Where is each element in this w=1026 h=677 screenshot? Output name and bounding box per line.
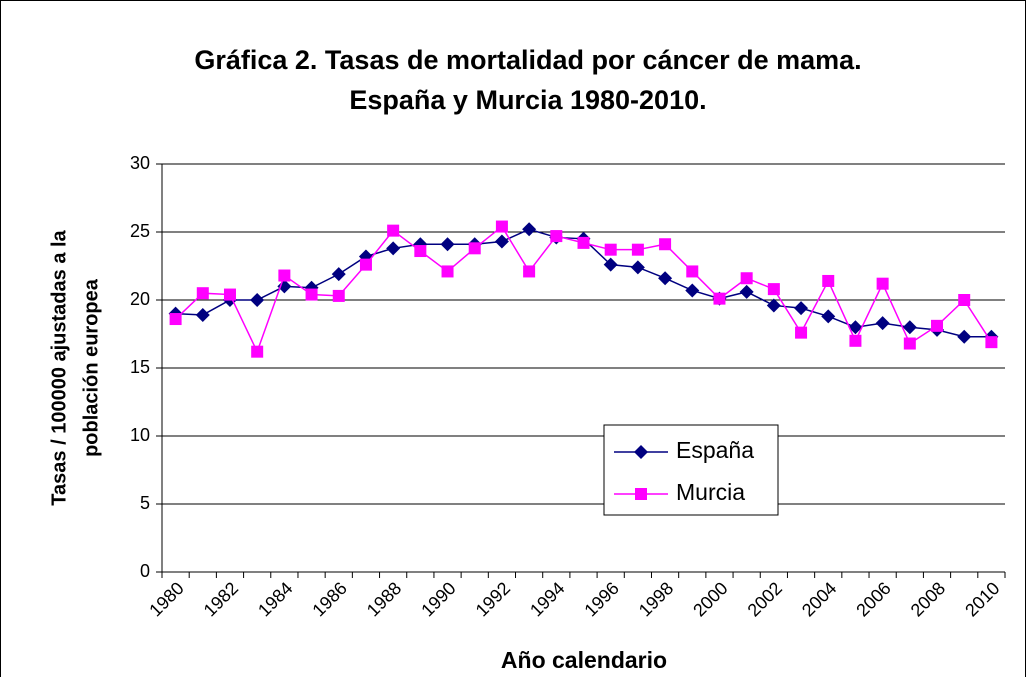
data-point [494, 234, 509, 249]
y-tick-label: 20 [130, 289, 150, 309]
data-point [495, 220, 508, 233]
data-point [957, 329, 972, 344]
data-point [985, 336, 998, 349]
data-point [441, 265, 454, 278]
data-point [849, 334, 862, 347]
data-point [794, 301, 809, 316]
data-point [766, 298, 781, 313]
data-point [631, 243, 644, 256]
data-point [332, 289, 345, 302]
data-point [251, 345, 264, 358]
data-point [740, 272, 753, 285]
data-point [359, 258, 372, 271]
legend: España Murcia [603, 424, 779, 516]
data-point [386, 241, 401, 256]
y-tick-label: 15 [130, 357, 150, 377]
data-point [958, 294, 971, 306]
data-point [305, 288, 318, 301]
data-point [931, 319, 944, 332]
data-point [250, 293, 265, 307]
y-tick-label: 30 [130, 153, 150, 173]
data-point [848, 320, 863, 335]
data-point [821, 309, 836, 324]
data-point [331, 267, 346, 282]
y-axis-label: población europea [80, 278, 102, 457]
data-point [604, 243, 617, 256]
data-point [522, 222, 537, 237]
data-point [414, 245, 427, 258]
data-point [658, 271, 673, 286]
chart-title: Gráfica 2. Tasas de mortalidad por cánce… [194, 45, 861, 75]
y-tick-label: 0 [140, 561, 150, 581]
x-axis-label: Año calendario [501, 647, 667, 673]
legend-label: Murcia [676, 479, 745, 505]
data-point [659, 238, 672, 251]
y-tick-label: 25 [130, 221, 150, 241]
data-point [903, 337, 916, 350]
data-point [277, 279, 292, 294]
data-point [468, 242, 481, 255]
y-tick-label: 5 [140, 493, 150, 513]
data-point [876, 277, 889, 290]
data-point [635, 488, 647, 500]
data-point [195, 307, 210, 322]
data-point [902, 320, 917, 335]
data-point [440, 237, 455, 252]
data-point [550, 230, 563, 243]
chart-title: España y Murcia 1980-2010. [349, 85, 706, 115]
legend-box [603, 424, 779, 516]
data-point [577, 236, 590, 249]
data-point [822, 274, 835, 287]
data-point [634, 445, 648, 459]
data-point [223, 288, 236, 301]
data-point [278, 269, 291, 282]
data-point [603, 257, 618, 272]
data-point [739, 284, 754, 299]
data-point [686, 265, 699, 278]
data-point [387, 224, 400, 237]
data-point [713, 292, 726, 305]
data-point [523, 265, 536, 278]
y-axis-label: Tasas / 100000 ajustadas a la [48, 229, 70, 505]
data-point [169, 313, 182, 326]
legend-label: España [676, 437, 754, 463]
data-point [685, 283, 700, 298]
data-point [795, 326, 808, 339]
data-point [875, 316, 890, 331]
data-point [196, 287, 209, 300]
data-point [630, 260, 645, 275]
data-point [767, 283, 780, 296]
y-tick-label: 10 [130, 425, 150, 445]
